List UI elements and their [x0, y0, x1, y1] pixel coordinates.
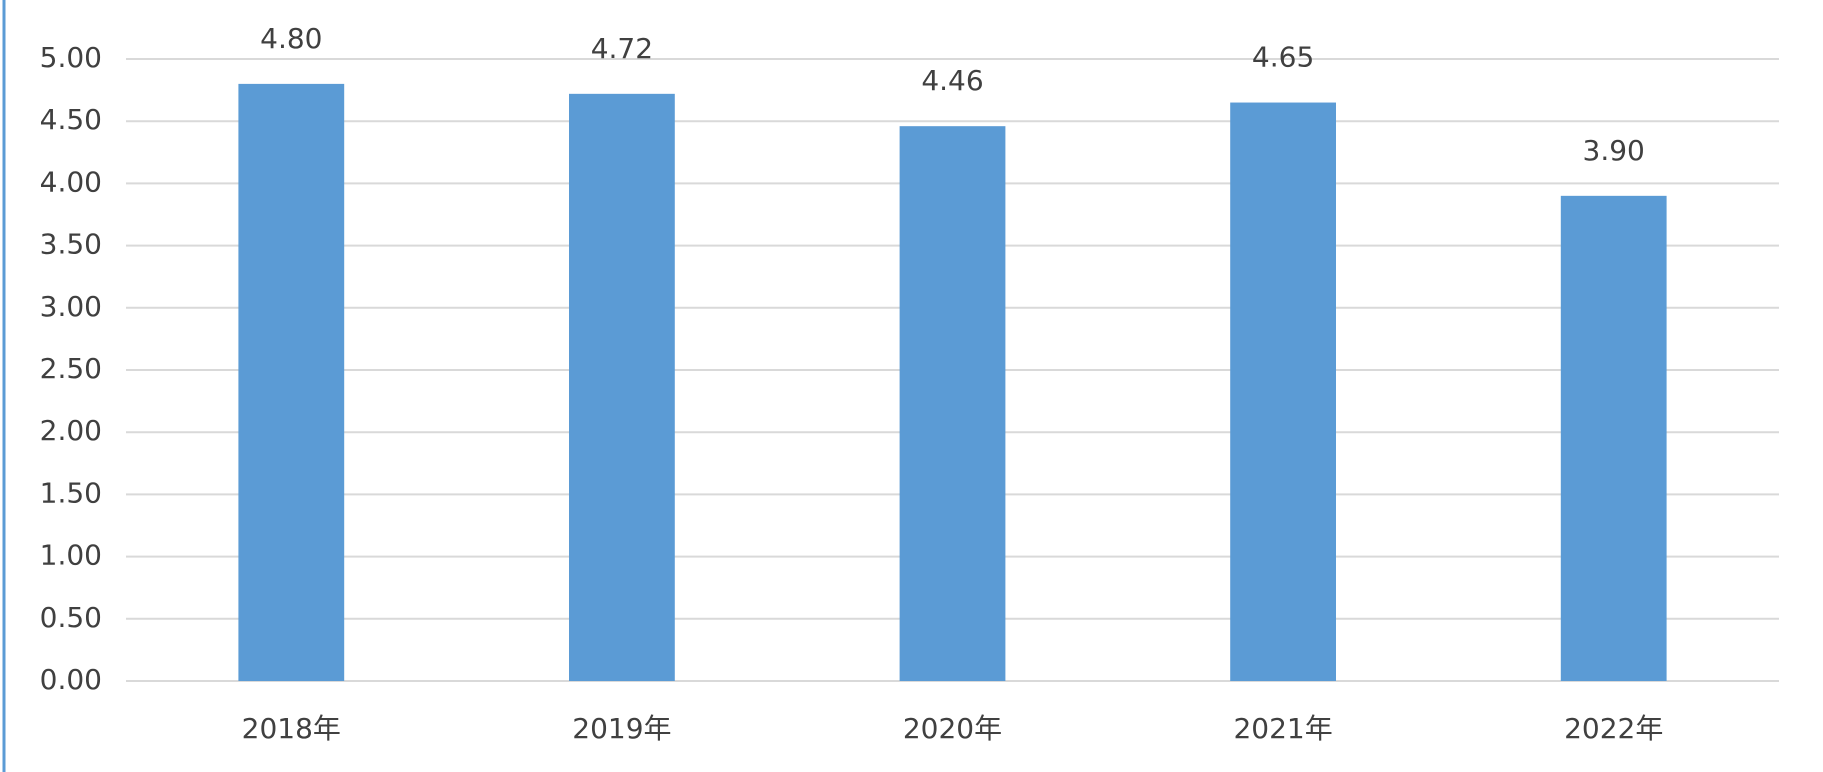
x-tick-label: 2019年: [572, 712, 671, 745]
y-tick-label: 4.50: [40, 103, 102, 136]
y-tick-label: 4.00: [40, 165, 102, 198]
bar: [569, 93, 675, 681]
y-tick-label: 2.00: [40, 414, 102, 447]
y-tick-label: 3.00: [40, 290, 102, 323]
y-tick-label: 1.50: [40, 476, 102, 509]
bar: [238, 83, 345, 681]
x-tick-label: 2018年: [242, 712, 341, 745]
y-tick-label: 0.00: [40, 663, 102, 696]
y-tick-label: 5.00: [40, 41, 102, 74]
data-label: 3.90: [1583, 134, 1645, 167]
y-tick-label: 2.50: [40, 352, 102, 385]
bar: [1560, 195, 1667, 681]
y-tick-label: 3.50: [40, 228, 102, 261]
y-tick-label: 0.50: [40, 601, 102, 634]
x-tick-label: 2020年: [903, 712, 1002, 745]
data-label: 4.65: [1252, 41, 1314, 74]
bar: [1230, 102, 1336, 682]
bar: [899, 126, 1006, 681]
x-tick-label: 2021年: [1233, 712, 1332, 745]
data-label: 4.72: [591, 32, 653, 65]
x-tick-label: 2022年: [1564, 712, 1663, 745]
data-label: 4.80: [260, 22, 322, 55]
data-label: 4.46: [921, 64, 983, 97]
y-tick-label: 1.00: [40, 539, 102, 572]
